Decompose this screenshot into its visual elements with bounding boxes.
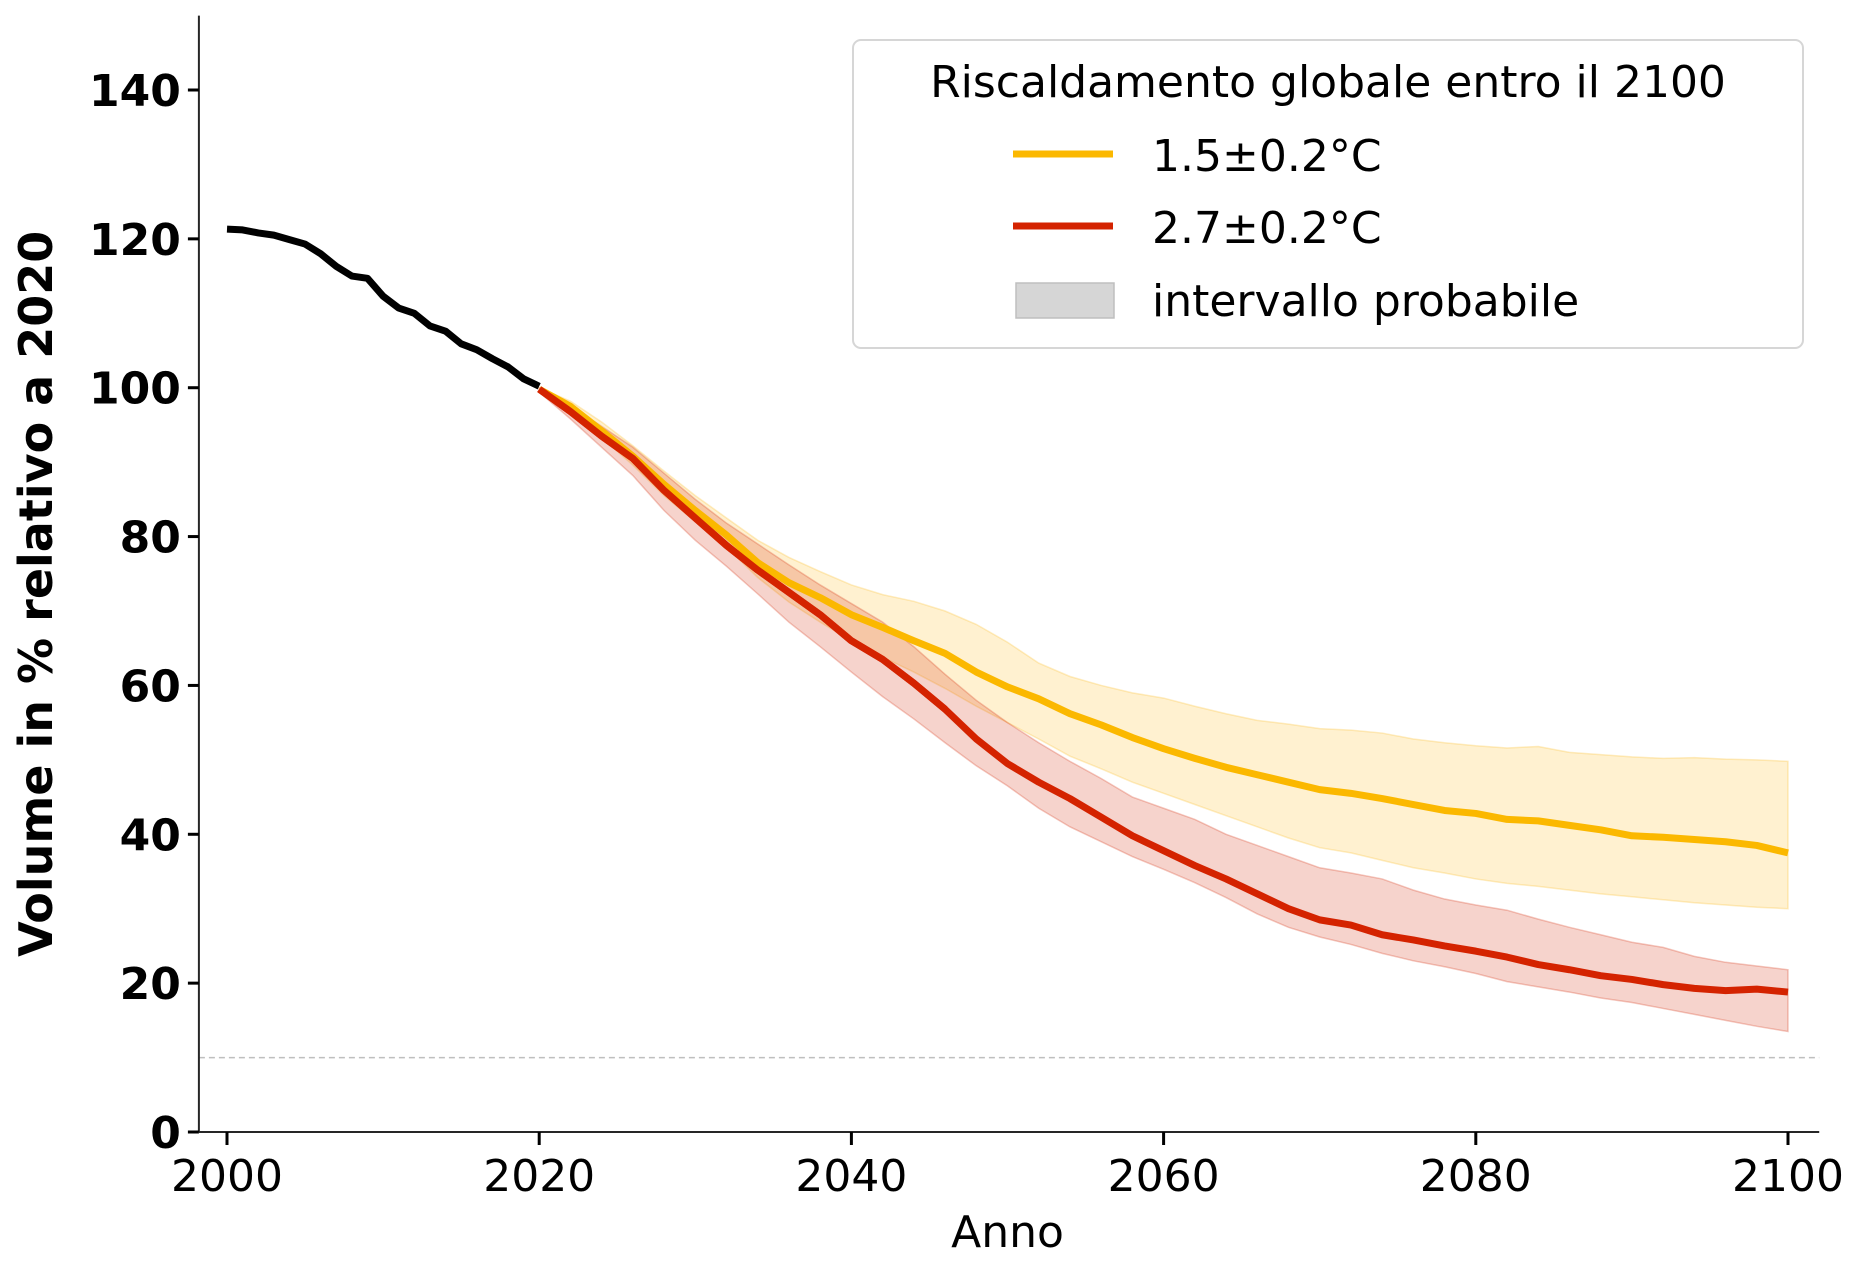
likely-range-band (538, 386, 1789, 910)
series-line-overlay (537, 386, 948, 712)
y-tick-label: 20 (120, 959, 181, 1010)
y-axis-ticks: 0 20 40 60 80 100 120 140 (89, 66, 199, 1159)
y-tick-label: 0 (150, 1108, 181, 1159)
x-tick-label: 2100 (1732, 1151, 1844, 1202)
series-line (537, 386, 1789, 996)
likely-range-band (538, 386, 1789, 1033)
series-lines (226, 225, 1789, 996)
x-tick-label: 2040 (795, 1151, 907, 1202)
legend-title: Riscaldamento globale entro il 2100 (930, 57, 1726, 108)
x-axis-label: Anno (951, 1207, 1064, 1258)
legend-frame (852, 39, 1804, 349)
y-tick-label: 40 (120, 810, 181, 861)
legend-label-likely-range: intervallo probabile (1152, 276, 1579, 327)
confidence-bands (538, 386, 1789, 1033)
series-line (226, 225, 541, 390)
x-axis-ticks: 2000 2020 2040 2060 2080 2100 (171, 1132, 1844, 1202)
legend-swatch-likely-range (1015, 282, 1115, 319)
y-tick-label: 80 (120, 513, 181, 564)
x-tick-label: 2000 (171, 1151, 283, 1202)
y-tick-label: 120 (89, 215, 181, 266)
legend: Riscaldamento globale entro il 2100 1.5±… (852, 39, 1804, 349)
y-axis-label: Volume in % relativo a 2020 (9, 231, 63, 957)
series-line (537, 386, 1789, 857)
legend-label-2-7C: 2.7±0.2°C (1152, 203, 1382, 254)
y-tick-label: 100 (89, 364, 181, 415)
y-tick-label: 140 (89, 66, 181, 117)
legend-label-1-5C: 1.5±0.2°C (1152, 131, 1382, 182)
x-tick-label: 2060 (1108, 1151, 1220, 1202)
x-tick-label: 2020 (483, 1151, 595, 1202)
x-tick-label: 2080 (1420, 1151, 1532, 1202)
y-tick-label: 60 (120, 661, 181, 712)
